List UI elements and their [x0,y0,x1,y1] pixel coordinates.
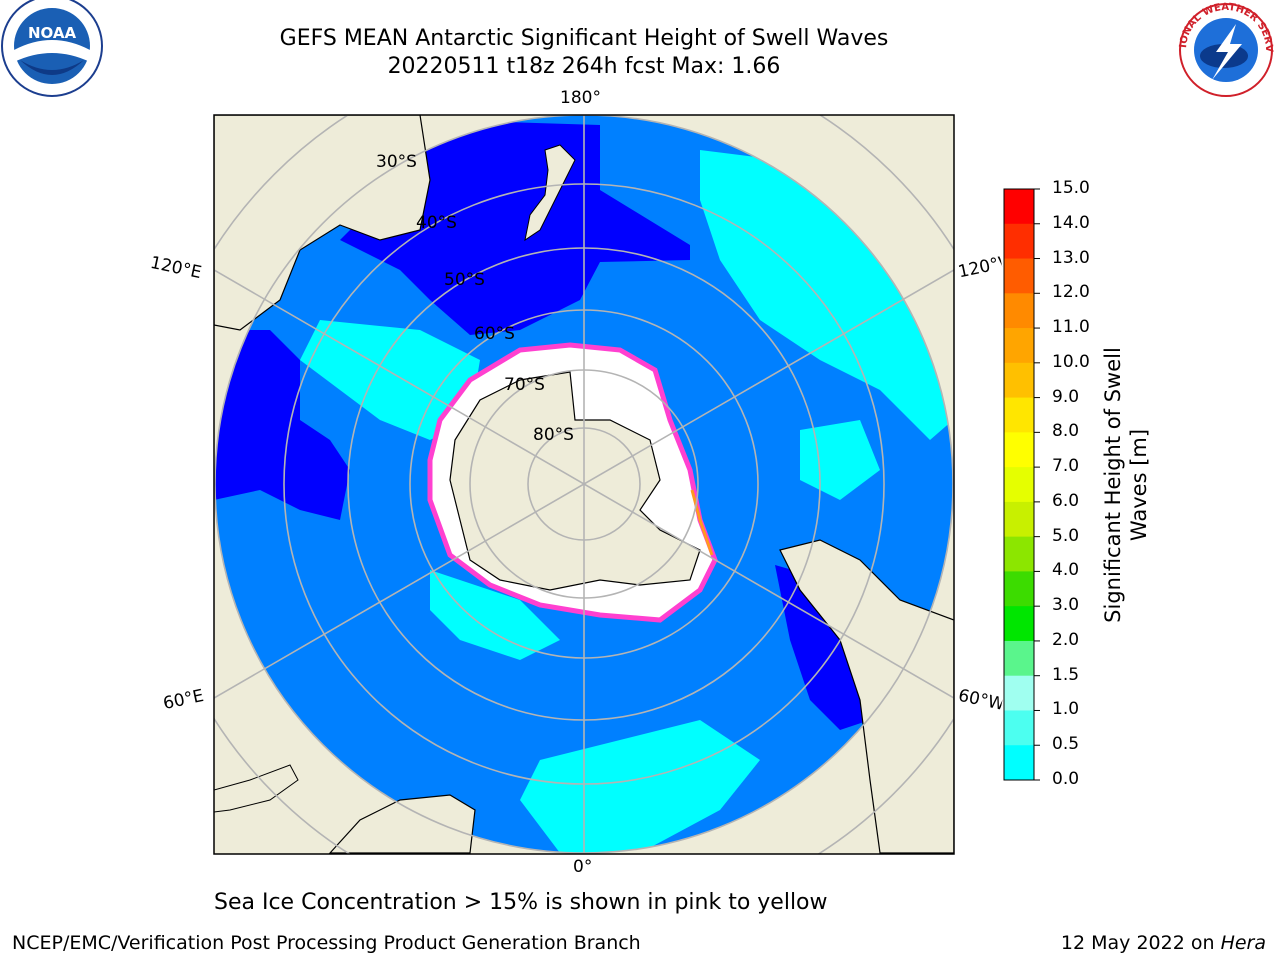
swell-region-west [300,320,480,440]
colorbar-tick-label: 1.5 [1052,664,1080,685]
colorbar-tick-label: 11.0 [1052,317,1090,338]
colorbar-tick-label: 1.0 [1052,699,1080,720]
colorbar-segment [1004,640,1034,677]
low-swell-region-east [775,565,870,730]
chart-title: GEFS MEAN Antarctic Significant Height o… [279,26,889,51]
colorbar-segment [1004,536,1034,572]
colorbar-segment [1004,258,1034,294]
colorbar-tick-label: 14.0 [1052,212,1090,233]
map-frame [213,114,955,855]
noaa-logo: NOAA [0,0,110,100]
south-america-land [779,539,954,854]
footer-timestamp: 12 May 2022 on Hera [1061,932,1266,954]
australia-land [214,115,431,331]
colorbar-tick-label: 3.0 [1052,595,1080,616]
colorbar-segment [1004,745,1034,781]
colorbar-tick-label: 8.0 [1052,421,1080,442]
colorbar-tick-label: 5.0 [1052,525,1080,546]
colorbar-tick-label: 13.0 [1052,247,1090,268]
graticule [214,115,954,854]
colorbar-segment [1004,362,1034,399]
chart-subtitle: 20220511 t18z 264h fcst Max: 1.66 [387,54,781,79]
colorbar-segment [1004,501,1034,538]
colorbar-tick-label: 4.0 [1052,560,1080,581]
sea-ice-high-concentration [690,489,714,556]
footer-credit: NCEP/EMC/Verification Post Processing Pr… [12,932,641,954]
nws-logo: NATIONAL WEATHER SERVICE [1168,0,1280,100]
swell-region-south [520,720,760,853]
footer-host: Hera [1220,932,1266,954]
colorbar-segment [1004,606,1034,642]
colorbar-tick-label: 10.0 [1052,351,1090,372]
colorbar-tick-label: 9.0 [1052,386,1080,407]
colorbar-segment [1004,328,1034,364]
colorbar-frame [1003,188,1035,781]
low-swell-region-west [215,330,350,520]
lat-label-80s: 80°S [533,425,574,445]
meridian-60e-120w [214,269,954,699]
svg-text:NOAA: NOAA [28,24,77,42]
colorbar-tick-label: 2.0 [1052,629,1080,650]
colorbar-segment [1004,710,1034,746]
footer-date: 12 May 2022 on [1060,932,1221,954]
colorbar-segment [1004,397,1034,433]
lat-label-30s: 30°S [376,152,417,172]
colorbar-tick-label: 0.0 [1052,769,1080,789]
colorbar-segment [1004,223,1034,260]
colorbar-segment [1004,432,1034,468]
colorbar [1003,188,1040,781]
lat-label-60s: 60°S [474,324,515,344]
lon-label-180: 180° [560,88,601,108]
lat-label-50s: 50°S [444,270,485,290]
africa-land [328,794,476,854]
colorbar-segment [1004,467,1034,503]
lat-label-70s: 70°S [504,375,545,395]
map-caption: Sea Ice Concentration > 15% is shown in … [214,890,828,915]
colorbar-tick-label: 0.5 [1052,734,1080,755]
colorbar-tick-label: 6.0 [1052,490,1080,511]
colorbar-title: Significant Height of Swell Waves [m] [1101,347,1151,623]
colorbar-segment [1004,675,1034,711]
colorbar-tick-label: 7.0 [1052,456,1080,477]
colorbar-tick-label: 12.0 [1052,282,1090,303]
madagascar-land [214,764,299,813]
colorbar-tick-label: 15.0 [1052,178,1090,198]
swell-region-southwest [430,570,560,660]
colorbar-segment [1004,571,1034,607]
colorbar-segment [1004,189,1034,225]
lat-label-40s: 40°S [416,213,457,233]
colorbar-segment [1004,293,1034,329]
lon-label-0: 0° [573,857,593,877]
